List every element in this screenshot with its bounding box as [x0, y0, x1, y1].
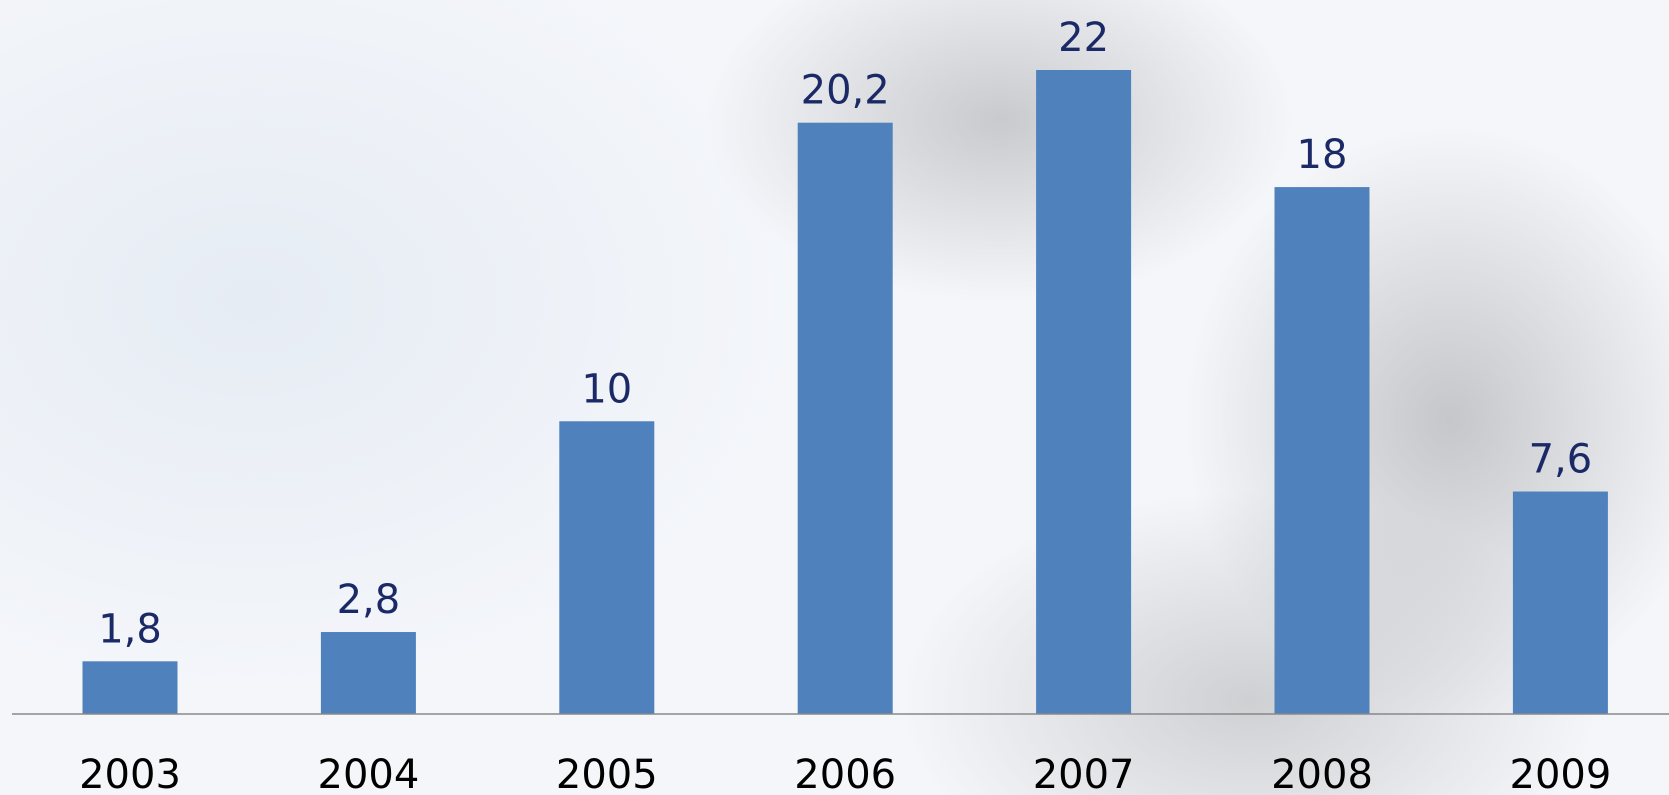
bar — [321, 632, 416, 714]
slide: 1,8 2003 2,8 2004 10 2005 20,2 2006 22 2007 18 2008… — [0, 0, 1669, 795]
data-label: 1,8 — [98, 606, 162, 652]
bar — [83, 661, 178, 714]
x-tick-label: 2003 — [79, 752, 181, 795]
bar — [798, 123, 893, 714]
x-tick-label: 2005 — [556, 752, 658, 795]
x-tick-label: 2007 — [1033, 752, 1135, 795]
chart: 1,8 2003 2,8 2004 10 2005 20,2 2006 22 2007 18 2008… — [0, 0, 1669, 795]
data-label: 7,6 — [1529, 437, 1593, 483]
x-tick-label: 2006 — [794, 752, 896, 795]
data-label: 2,8 — [337, 577, 401, 623]
data-label: 10 — [581, 366, 632, 412]
x-tick-label: 2004 — [318, 752, 420, 795]
bar — [559, 421, 654, 714]
bar — [1275, 187, 1370, 714]
data-label: 22 — [1058, 15, 1109, 61]
x-tick-label: 2009 — [1510, 752, 1612, 795]
bar — [1036, 70, 1131, 714]
bar — [1513, 492, 1608, 714]
x-tick-label: 2008 — [1271, 752, 1373, 795]
data-label: 18 — [1297, 132, 1348, 178]
data-label: 20,2 — [801, 68, 890, 114]
